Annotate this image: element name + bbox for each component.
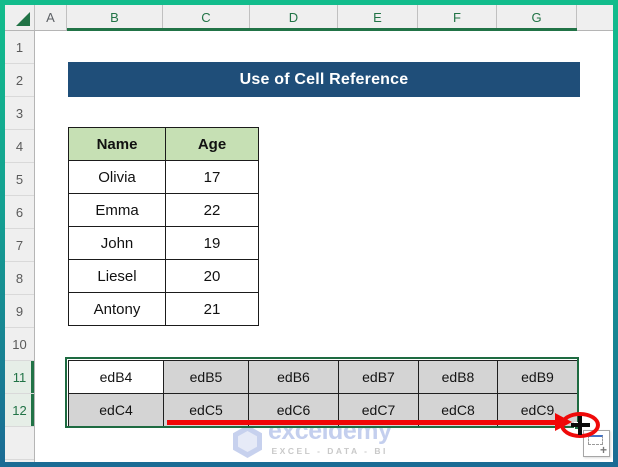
name-cell[interactable]: Antony	[68, 292, 166, 326]
auto-fill-range-icon	[588, 435, 603, 445]
column-header-a[interactable]: A	[35, 5, 67, 30]
column-header-g[interactable]: G	[497, 5, 577, 30]
column-header-b[interactable]: B	[67, 5, 163, 30]
table-header-row: Name Age	[68, 127, 259, 161]
column-header-stub[interactable]	[577, 5, 613, 30]
name-cell[interactable]: Liesel	[68, 259, 166, 293]
cell-edB5[interactable]: edB5	[163, 360, 249, 394]
name-cell[interactable]: Emma	[68, 193, 166, 227]
row-header-7[interactable]: 7	[5, 229, 34, 262]
row-header-2[interactable]: 2	[5, 64, 34, 97]
table-row: John 19	[68, 226, 259, 260]
name-cell[interactable]: John	[68, 226, 166, 260]
row-header-5[interactable]: 5	[5, 163, 34, 196]
table-row: Olivia 17	[68, 160, 259, 194]
name-age-table: Name Age Olivia 17 Emma 22 John 19 Liese…	[68, 127, 259, 326]
age-cell[interactable]: 20	[165, 259, 259, 293]
row-header-10[interactable]: 10	[5, 328, 34, 361]
row-header-4[interactable]: 4	[5, 130, 34, 163]
column-header-d[interactable]: D	[250, 5, 338, 30]
age-header-cell[interactable]: Age	[165, 127, 259, 161]
table-row: Emma 22	[68, 193, 259, 227]
cell-edC4[interactable]: edC4	[68, 393, 164, 427]
page-title: Use of Cell Reference	[239, 70, 409, 88]
select-all-triangle-icon	[16, 12, 30, 26]
row-header-12[interactable]: 12	[5, 394, 34, 427]
column-header-bar: A B C D E F G	[5, 5, 613, 31]
row-header-8[interactable]: 8	[5, 262, 34, 295]
age-cell[interactable]: 21	[165, 292, 259, 326]
cell-reference-range: edB4 edB5 edB6 edB7 edB8 edB9 edC4 edC5 …	[68, 360, 578, 427]
row-header-9[interactable]: 9	[5, 295, 34, 328]
cell-edB4[interactable]: edB4	[68, 360, 164, 394]
title-banner-cell[interactable]: Use of Cell Reference	[68, 62, 580, 97]
age-cell[interactable]: 22	[165, 193, 259, 227]
row-header-6[interactable]: 6	[5, 196, 34, 229]
column-header-e[interactable]: E	[338, 5, 418, 30]
name-header-cell[interactable]: Name	[68, 127, 166, 161]
cell-edB6[interactable]: edB6	[248, 360, 339, 394]
fill-handle-plus-cursor-icon	[578, 416, 582, 435]
row-header-11[interactable]: 11	[5, 361, 34, 394]
annotation-circle	[560, 412, 600, 438]
name-cell[interactable]: Olivia	[68, 160, 166, 194]
column-header-f[interactable]: F	[418, 5, 497, 30]
row-header-13[interactable]	[5, 427, 34, 460]
table-row: Antony 21	[68, 292, 259, 326]
row-header-1[interactable]: 1	[5, 31, 34, 64]
cell-edB7[interactable]: edB7	[338, 360, 419, 394]
annotation-arrow-line	[167, 420, 559, 425]
cell-edB8[interactable]: edB8	[418, 360, 498, 394]
select-all-button[interactable]	[5, 5, 35, 30]
table-row: edB4 edB5 edB6 edB7 edB8 edB9	[68, 360, 578, 394]
row-header-strip: 1 2 3 4 5 6 7 8 9 10 11 12	[5, 31, 35, 462]
exceldemy-logo-icon	[233, 425, 262, 458]
watermark-tagline: EXCEL - DATA - BI	[271, 446, 388, 456]
age-cell[interactable]: 19	[165, 226, 259, 260]
cell-edB9[interactable]: edB9	[497, 360, 578, 394]
auto-fill-plus-icon: +	[599, 443, 607, 457]
column-header-c[interactable]: C	[163, 5, 250, 30]
age-cell[interactable]: 17	[165, 160, 259, 194]
table-row: Liesel 20	[68, 259, 259, 293]
row-header-3[interactable]: 3	[5, 97, 34, 130]
selected-columns-underline	[67, 28, 577, 31]
